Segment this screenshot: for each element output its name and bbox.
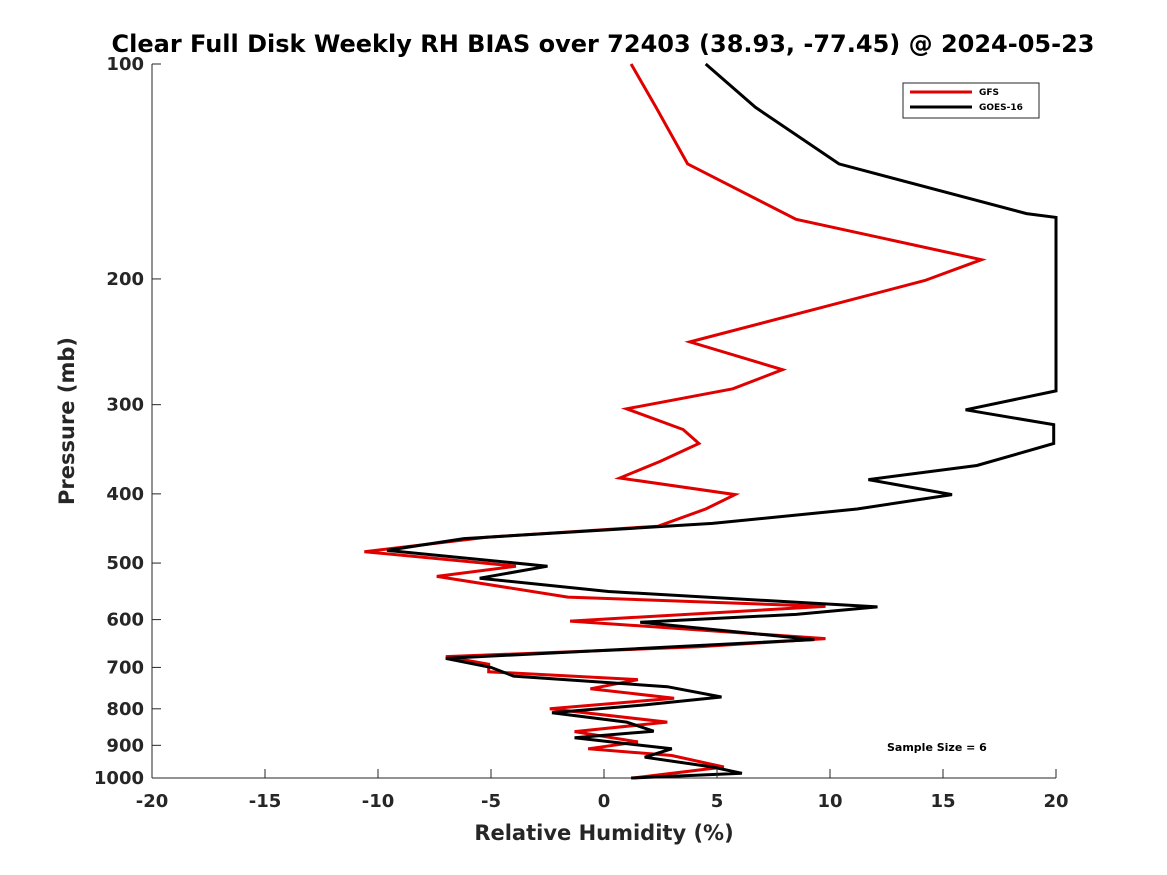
y-tick-label: 700: [106, 657, 144, 678]
series-layer: [364, 62, 1058, 780]
series-line-gfs: [364, 63, 987, 780]
legend-box: [902, 82, 1040, 119]
y-tick-label: 400: [106, 484, 144, 505]
x-tick-label: -5: [481, 791, 501, 812]
x-tick-label: 10: [817, 791, 842, 812]
legend: GFS GOES-16: [902, 82, 1040, 119]
y-tick-label: 300: [106, 395, 144, 416]
sample-size-note: Sample Size = 6: [887, 741, 987, 754]
x-axis-label: Relative Humidity (%): [474, 821, 733, 845]
y-tick-label: 200: [106, 269, 144, 290]
y-tick-label: 500: [106, 553, 144, 574]
legend-label-gfs: GFS: [979, 88, 999, 98]
series-line-goes16: [386, 62, 1058, 780]
y-tick-label: 1000: [94, 768, 144, 789]
x-tick-label: -15: [249, 791, 282, 812]
x-tick-label: 0: [598, 791, 611, 812]
x-tick-label: 15: [930, 791, 955, 812]
plot-background: [152, 64, 1056, 778]
chart-title: Clear Full Disk Weekly RH BIAS over 7240…: [112, 30, 1095, 58]
legend-label-goes16: GOES-16: [979, 103, 1023, 113]
x-tick-label: 5: [711, 791, 724, 812]
ticks-layer: -20 -15 -10 -5 0 5 10 15 20 100 200 300 400 500 600 700…: [94, 54, 1069, 812]
x-tick-label: -20: [136, 791, 169, 812]
y-axis-label: Pressure (mb): [55, 337, 79, 505]
y-tick-label: 800: [106, 699, 144, 720]
y-tick-label: 100: [106, 54, 144, 75]
y-tick-label: 900: [106, 735, 144, 756]
y-tick-label: 600: [106, 610, 144, 631]
plot-area: [151, 64, 1056, 779]
x-tick-label: 20: [1043, 791, 1068, 812]
x-tick-label: -10: [362, 791, 395, 812]
